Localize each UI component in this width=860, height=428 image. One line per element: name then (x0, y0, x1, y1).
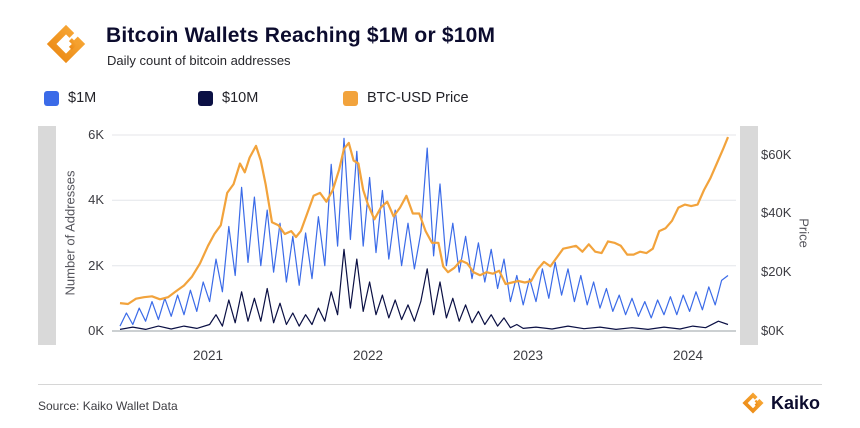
legend-label-btc-price: BTC-USD Price (367, 90, 469, 106)
legend-swatch-10m-icon (198, 90, 213, 106)
line-chart-canvas (112, 134, 736, 332)
x-axis-tick: 2024 (672, 348, 704, 363)
footer-divider (38, 384, 822, 385)
legend-item-10m: $10M (198, 89, 258, 107)
x-axis-tick: 2021 (192, 348, 224, 363)
y-axis-left-title: Number of Addresses (62, 170, 78, 296)
kaiko-diamond-icon (46, 24, 86, 64)
legend-item-btc-price: BTC-USD Price (343, 89, 469, 107)
page-title: Bitcoin Wallets Reaching $1M or $10M (106, 24, 496, 47)
source-text: Source: Kaiko Wallet Data (38, 399, 178, 413)
legend-label-10m: $10M (222, 90, 259, 106)
x-axis-tick: 2022 (352, 348, 384, 363)
legend-swatch-1m-icon (44, 90, 59, 106)
y-axis-left-tick: 4K (88, 192, 104, 208)
y-axis-left-tick: 0K (88, 323, 104, 338)
y-axis-right-tick: $40K (761, 205, 792, 221)
kaiko-brand-name: Kaiko (770, 392, 820, 413)
kaiko-brand: Kaiko (742, 392, 820, 414)
y-axis-left-tick: 2K (88, 257, 104, 273)
right-axis-strip (740, 126, 758, 345)
y-axis-right-tick: $60K (761, 146, 792, 162)
x-axis-tick: 2023 (512, 348, 544, 363)
kaiko-brand-icon (742, 392, 764, 414)
y-axis-right-tick: $0K (761, 323, 785, 338)
page-subtitle: Daily count of bitcoin addresses (107, 53, 291, 68)
y-axis-right-tick: $20K (761, 264, 792, 280)
y-axis-left-tick: 6K (88, 127, 104, 142)
y-axis-right-title: Price (796, 218, 812, 248)
left-axis-strip (38, 126, 56, 345)
legend-swatch-btc-price-icon (343, 90, 358, 106)
legend-label-1m: $1M (68, 90, 97, 106)
legend-item-1m: $1M (44, 89, 96, 107)
